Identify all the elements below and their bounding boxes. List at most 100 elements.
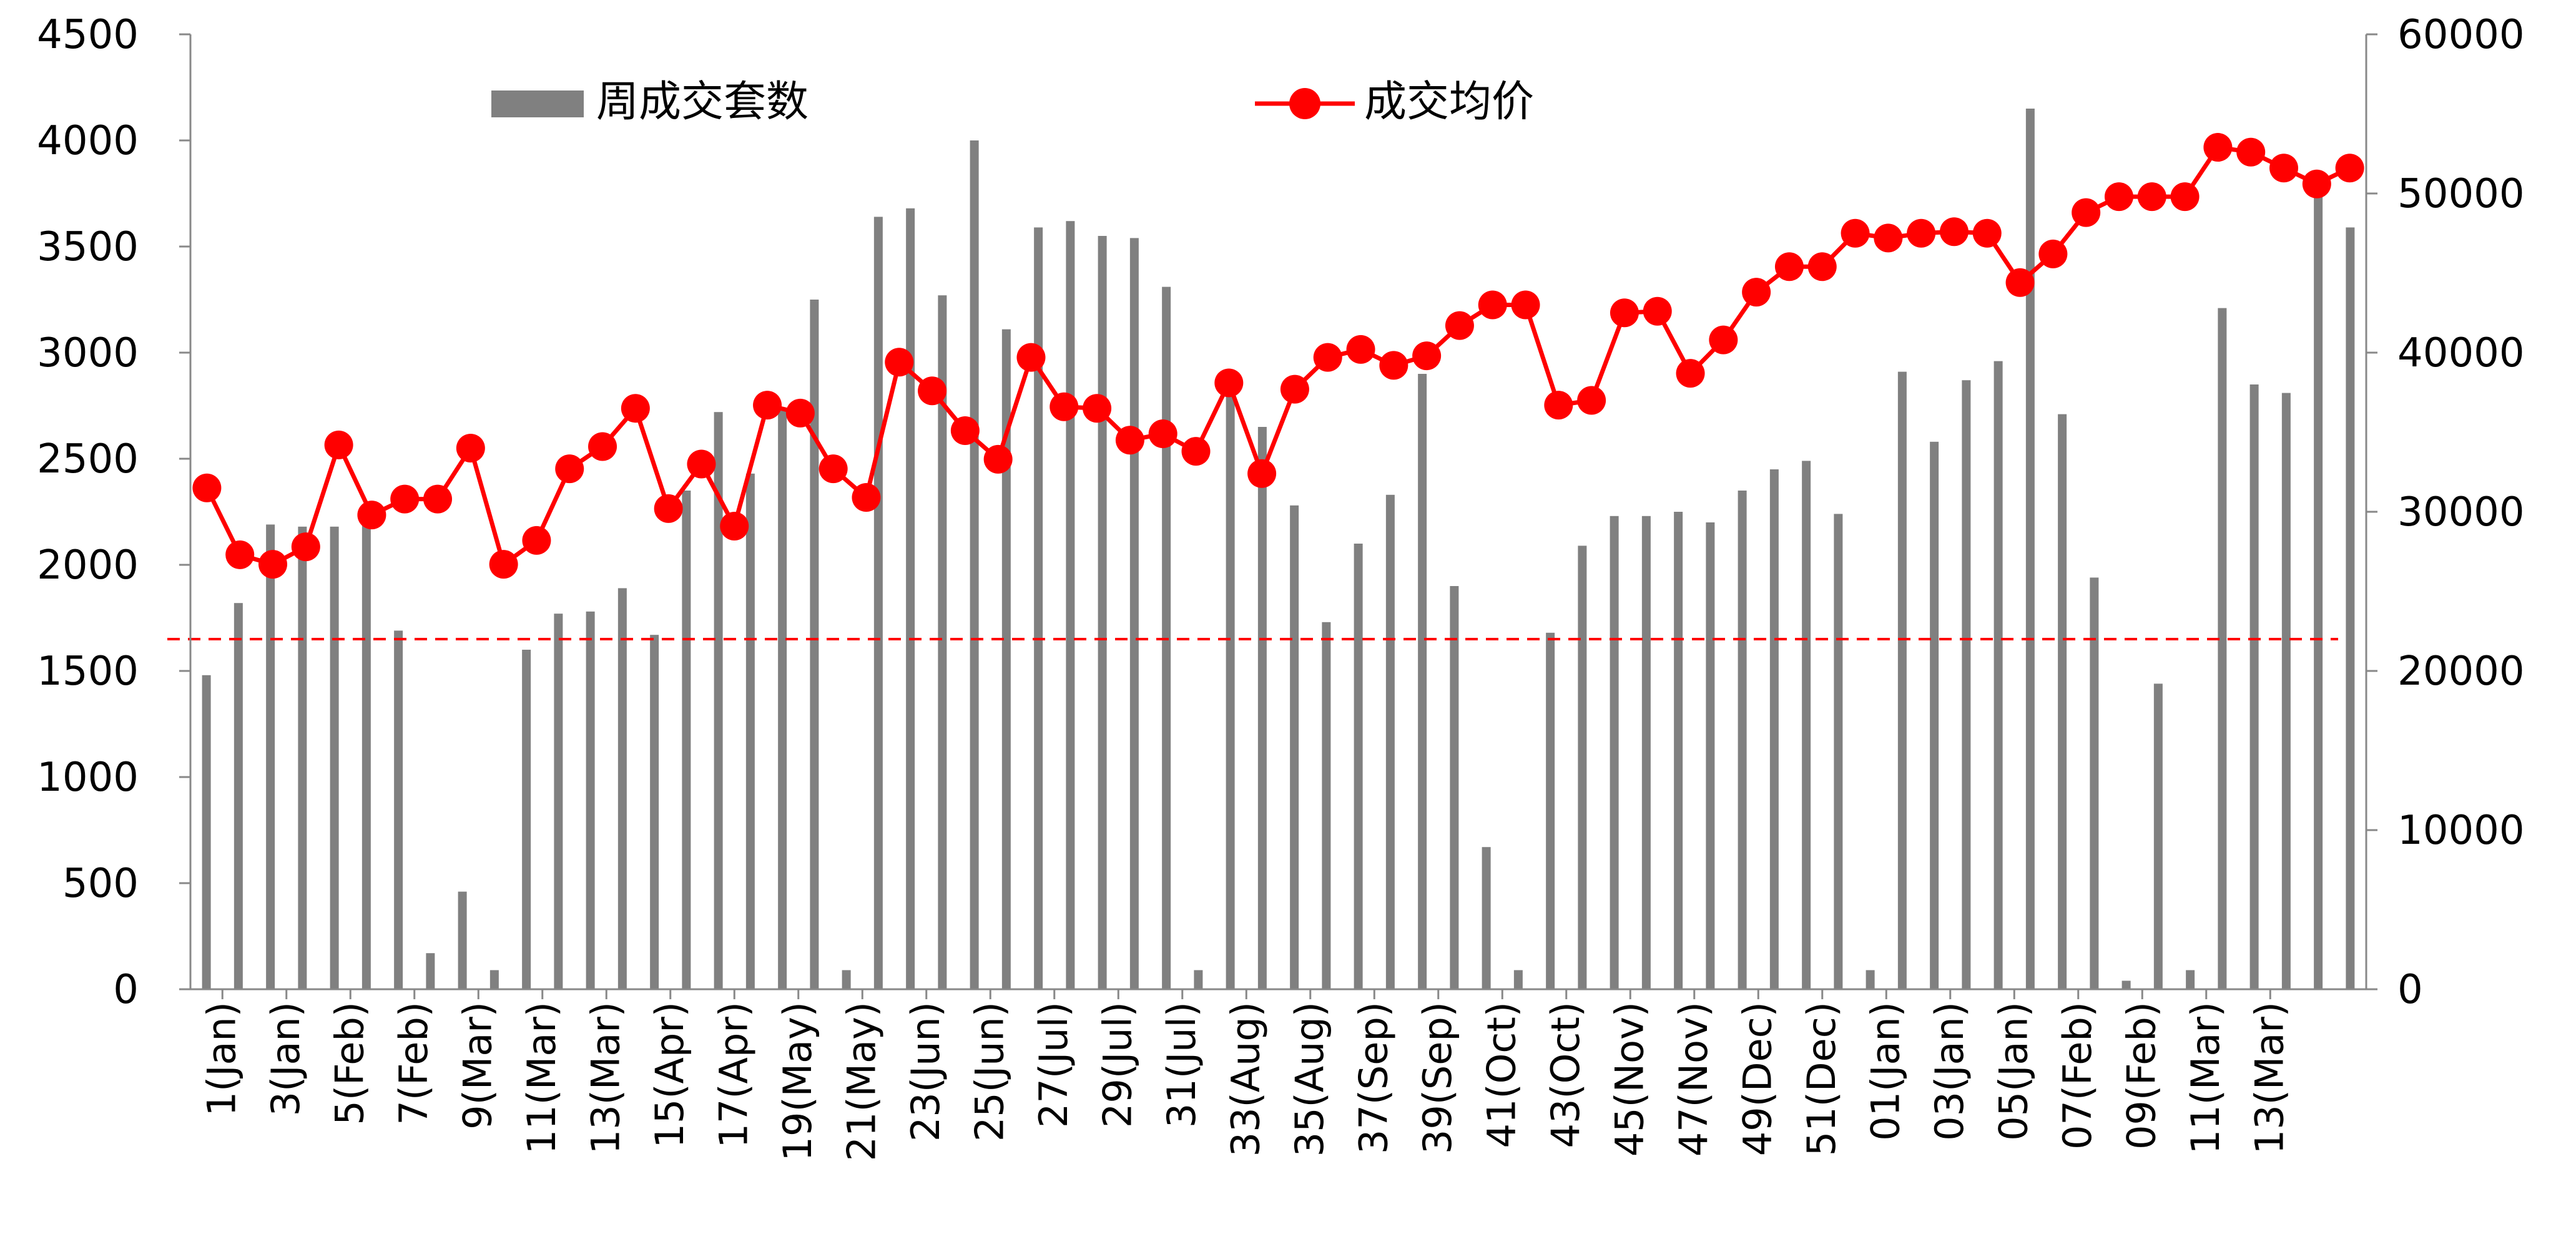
data-point bbox=[2302, 169, 2331, 198]
x-tick-label: 07(Feb) bbox=[2055, 1002, 2100, 1150]
data-point bbox=[522, 526, 551, 555]
data-point bbox=[1610, 298, 1639, 328]
x-tick-label: 11(Mar) bbox=[519, 1002, 564, 1154]
bar bbox=[2218, 308, 2227, 990]
bar bbox=[202, 675, 211, 989]
bar bbox=[1257, 427, 1267, 989]
left-tick-label: 500 bbox=[62, 861, 139, 907]
data-point bbox=[720, 511, 749, 540]
data-point bbox=[1478, 290, 1507, 320]
x-tick-label: 33(Aug) bbox=[1222, 1002, 1268, 1157]
bar bbox=[1322, 622, 1331, 989]
bar bbox=[1098, 236, 1107, 989]
data-point bbox=[489, 550, 518, 579]
x-tick-label: 7(Feb) bbox=[391, 1002, 436, 1125]
data-point bbox=[852, 483, 881, 512]
x-tick-label: 51(Dec) bbox=[1799, 1002, 1844, 1156]
x-tick-label: 41(Oct) bbox=[1478, 1002, 1524, 1148]
data-point bbox=[1544, 391, 1573, 420]
left-tick-label: 3000 bbox=[37, 330, 139, 376]
bar bbox=[2314, 172, 2323, 989]
bar bbox=[1513, 970, 1523, 989]
right-tick-label: 50000 bbox=[2397, 171, 2525, 217]
data-point bbox=[2104, 182, 2133, 212]
bar bbox=[330, 526, 339, 989]
bar bbox=[1546, 632, 1555, 989]
data-point bbox=[1181, 437, 1211, 466]
bar bbox=[2090, 577, 2099, 989]
x-tick-label: 11(Mar) bbox=[2183, 1002, 2228, 1154]
bar bbox=[1738, 491, 1747, 989]
bar bbox=[1962, 380, 1971, 989]
bar bbox=[522, 650, 531, 989]
bar bbox=[1930, 441, 1939, 989]
bar bbox=[2186, 970, 2195, 989]
left-tick-label: 1000 bbox=[37, 755, 139, 801]
x-tick-label: 15(Apr) bbox=[647, 1002, 692, 1148]
left-tick-label: 1500 bbox=[37, 648, 139, 695]
bar-series bbox=[202, 109, 2355, 990]
x-tick-label: 29(Jul) bbox=[1094, 1002, 1140, 1128]
data-point bbox=[456, 434, 485, 462]
bar bbox=[714, 412, 723, 989]
data-point bbox=[2269, 154, 2298, 183]
data-point bbox=[687, 449, 716, 479]
bar bbox=[1610, 516, 1619, 989]
x-tick-label: 1(Jan) bbox=[199, 1002, 244, 1116]
data-point bbox=[225, 540, 255, 569]
bar bbox=[650, 635, 659, 989]
data-point bbox=[324, 430, 353, 459]
x-tick-label: 25(Jun) bbox=[966, 1002, 1012, 1142]
data-point bbox=[1050, 392, 1079, 421]
bar bbox=[586, 611, 595, 989]
x-tick-label: 05(Jan) bbox=[1990, 1002, 2036, 1141]
x-tick-label: 19(May) bbox=[775, 1002, 820, 1161]
data-point bbox=[654, 494, 683, 523]
bar bbox=[1641, 516, 1651, 989]
data-point bbox=[1742, 278, 1771, 307]
bar bbox=[1897, 371, 1907, 989]
data-point bbox=[1247, 459, 1277, 488]
data-point bbox=[1379, 351, 1408, 380]
data-point bbox=[1445, 311, 1474, 340]
data-point bbox=[1676, 359, 1705, 388]
bar bbox=[1129, 238, 1139, 989]
left-tick-label: 4500 bbox=[37, 12, 139, 58]
data-point bbox=[2335, 154, 2364, 183]
legend-bars-label: 周成交套数 bbox=[596, 77, 809, 127]
data-point bbox=[1346, 335, 1375, 364]
bar bbox=[361, 522, 371, 989]
data-point bbox=[1016, 343, 1046, 372]
data-point bbox=[1148, 419, 1177, 449]
bar bbox=[810, 300, 819, 989]
bar bbox=[938, 295, 947, 990]
bar bbox=[682, 491, 691, 989]
x-tick-label: 3(Jan) bbox=[263, 1002, 308, 1116]
x-tick-label: 13(Mar) bbox=[2246, 1002, 2292, 1154]
data-point bbox=[588, 432, 617, 461]
bar bbox=[778, 409, 787, 989]
data-point bbox=[1643, 296, 1672, 326]
data-point bbox=[1709, 325, 1738, 355]
bar bbox=[1993, 361, 2003, 989]
bar bbox=[1578, 545, 1587, 989]
data-point bbox=[918, 376, 947, 406]
x-tick-label: 09(Feb) bbox=[2118, 1002, 2164, 1150]
data-point bbox=[1807, 252, 1837, 281]
data-point bbox=[192, 473, 222, 502]
data-point bbox=[819, 454, 848, 484]
left-tick-label: 0 bbox=[113, 967, 139, 1013]
bar bbox=[1226, 374, 1235, 989]
data-point bbox=[1083, 394, 1112, 423]
bar bbox=[2249, 384, 2259, 989]
data-point bbox=[2170, 182, 2200, 212]
data-point bbox=[1412, 341, 1442, 371]
bar bbox=[2346, 227, 2355, 989]
x-tick-label: 37(Sep) bbox=[1350, 1002, 1396, 1154]
bar bbox=[2058, 414, 2067, 989]
bar bbox=[2281, 393, 2291, 989]
bar bbox=[394, 630, 403, 989]
line-series bbox=[192, 133, 2364, 579]
